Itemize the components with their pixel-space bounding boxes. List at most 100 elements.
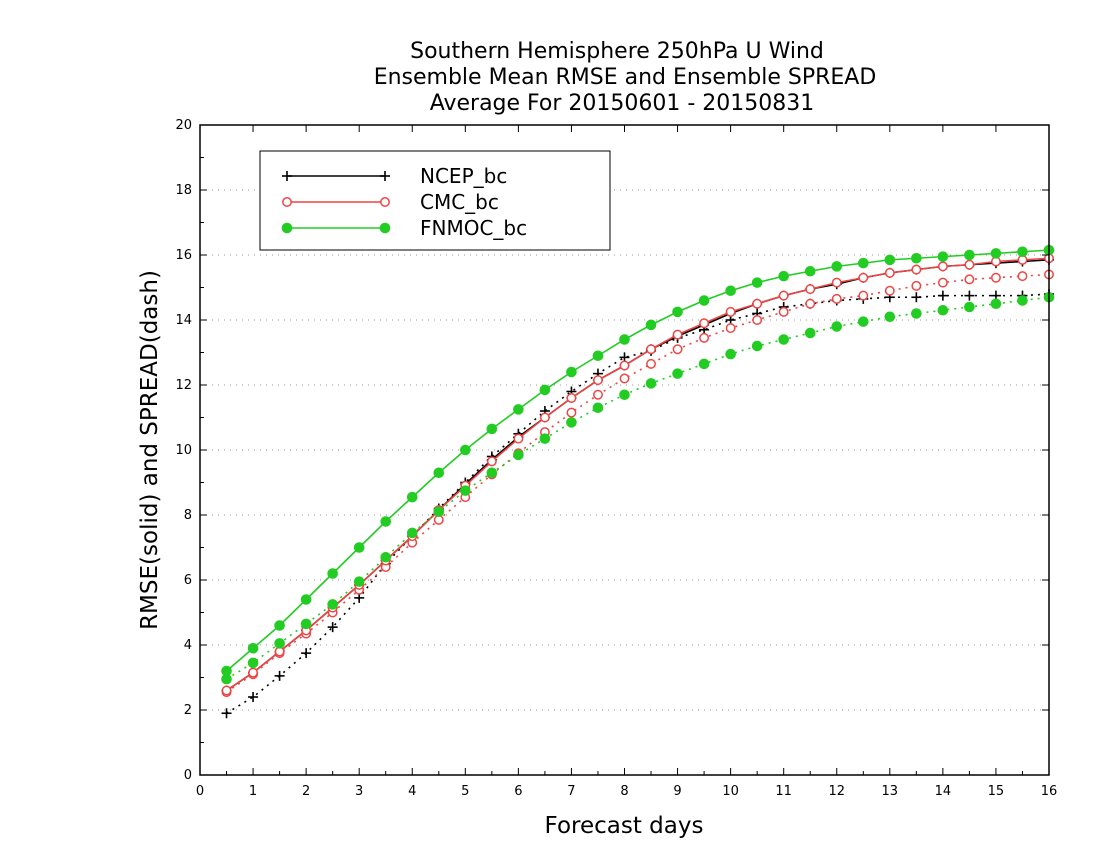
spread-point-cmc-bc — [1017, 271, 1028, 282]
x-tick-label: 13 — [882, 784, 899, 799]
spread-point-fnmoc-bc — [539, 433, 551, 444]
spread-point-fnmoc-bc — [911, 308, 922, 319]
spread-point-cmc-bc — [699, 332, 710, 343]
rmse-point-cmc-bc — [937, 261, 948, 272]
rmse-point-fnmoc-bc — [406, 491, 418, 503]
spread-line-fnmoc-bc — [226, 296, 1050, 680]
rmse-point-cmc-bc — [593, 375, 603, 386]
x-tick-label: 3 — [355, 784, 363, 799]
x-axis-title: Forecast days — [545, 813, 704, 839]
spread-point-fnmoc-bc — [327, 599, 338, 610]
spread-line-cmc-bc — [226, 273, 1050, 693]
rmse-point-cmc-bc — [725, 306, 736, 317]
spread-point-fnmoc-bc — [857, 316, 869, 327]
legend-label: FNMOC_bc — [420, 216, 527, 240]
spread-point-ncep-bc — [327, 622, 338, 633]
rmse-line-ncep-bc — [226, 259, 1050, 692]
rmse-point-cmc-bc — [486, 456, 497, 467]
spread-point-cmc-bc — [990, 272, 1001, 283]
spread-point-cmc-bc — [672, 344, 683, 355]
legend-entry-cmc-bc: CMC_bc — [282, 190, 499, 214]
y-tick-label: 4 — [184, 638, 192, 653]
y-tick-label: 10 — [175, 443, 192, 458]
rmse-point-fnmoc-bc — [990, 248, 1002, 259]
spread-point-fnmoc-bc — [460, 485, 471, 496]
spread-point-fnmoc-bc — [247, 657, 259, 669]
rmse-point-fnmoc-bc — [460, 444, 471, 456]
chart-title-line-3: Average For 20150601 - 20150831 — [430, 91, 815, 116]
rmse-point-fnmoc-bc — [698, 295, 710, 306]
spread-point-ncep-bc — [221, 708, 232, 719]
spread-point-ncep-bc — [911, 292, 922, 303]
legend-marker-end — [380, 171, 390, 181]
spread-point-fnmoc-bc — [380, 551, 392, 563]
chart-title-line-1: Southern Hemisphere 250hPa U Wind — [410, 39, 824, 64]
spread-point-ncep-bc — [248, 692, 259, 702]
y-axis-title: RMSE(solid) and SPREAD(dash) — [137, 270, 163, 630]
rmse-point-fnmoc-bc — [1017, 246, 1028, 258]
series-fnmoc-bc — [221, 244, 1055, 685]
rmse-point-fnmoc-bc — [327, 568, 338, 579]
rmse-point-fnmoc-bc — [751, 277, 763, 288]
rmse-point-fnmoc-bc — [566, 366, 577, 378]
rmse-point-fnmoc-bc — [778, 270, 789, 282]
legend-entry-ncep-bc: NCEP_bc — [282, 164, 507, 188]
spread-point-fnmoc-bc — [300, 618, 312, 630]
y-tick-label: 8 — [184, 508, 192, 523]
spread-point-cmc-bc — [752, 315, 763, 325]
rmse-point-cmc-bc — [699, 318, 710, 329]
legend-box — [259, 150, 611, 251]
rmse-point-fnmoc-bc — [857, 257, 869, 269]
spread-point-fnmoc-bc — [406, 527, 418, 539]
rmse-point-cmc-bc — [778, 290, 789, 301]
spread-point-fnmoc-bc — [619, 389, 630, 401]
x-tick-label: 6 — [514, 784, 522, 799]
rmse-point-fnmoc-bc — [221, 665, 232, 677]
spread-point-fnmoc-bc — [566, 417, 577, 428]
spread-point-fnmoc-bc — [486, 467, 498, 479]
spread-point-ncep-bc — [274, 670, 285, 681]
spread-point-cmc-bc — [937, 277, 948, 288]
rmse-point-cmc-bc — [752, 298, 763, 309]
rmse-point-fnmoc-bc — [672, 306, 683, 318]
x-tick-label: 9 — [673, 784, 681, 799]
rmse-point-cmc-bc — [539, 412, 550, 423]
y-tick-label: 6 — [184, 573, 192, 588]
spread-point-fnmoc-bc — [1017, 295, 1028, 306]
x-tick-label: 15 — [988, 784, 1005, 799]
rmse-point-cmc-bc — [964, 259, 975, 270]
legend-marker-start — [282, 171, 292, 181]
x-tick-label: 8 — [620, 784, 628, 799]
y-tick-label: 18 — [175, 183, 192, 198]
spread-point-ncep-bc — [937, 290, 948, 301]
rmse-line-cmc-bc — [226, 257, 1050, 692]
spread-point-cmc-bc — [593, 389, 603, 400]
spread-point-cmc-bc — [964, 274, 975, 285]
legend-marker-end — [380, 197, 390, 207]
y-tick-label: 12 — [175, 378, 192, 393]
spread-point-fnmoc-bc — [751, 340, 763, 352]
rmse-point-fnmoc-bc — [433, 467, 445, 479]
spread-point-fnmoc-bc — [964, 301, 975, 313]
rmse-point-cmc-bc — [566, 393, 577, 403]
rmse-point-fnmoc-bc — [884, 254, 896, 266]
rmse-point-fnmoc-bc — [353, 542, 365, 553]
spread-point-fnmoc-bc — [433, 506, 445, 518]
spread-point-fnmoc-bc — [513, 449, 524, 461]
spread-line-ncep-bc — [226, 293, 1050, 714]
y-tick-label: 0 — [184, 768, 192, 783]
spread-point-fnmoc-bc — [274, 638, 285, 649]
spread-point-cmc-bc — [884, 285, 895, 296]
rmse-point-fnmoc-bc — [619, 334, 630, 345]
spread-point-fnmoc-bc — [645, 378, 657, 389]
spread-point-fnmoc-bc — [884, 311, 896, 323]
rmse-point-fnmoc-bc — [247, 642, 259, 654]
rmse-point-fnmoc-bc — [486, 423, 498, 435]
spread-point-cmc-bc — [911, 280, 922, 291]
rmse-point-fnmoc-bc — [831, 261, 843, 272]
spread-point-fnmoc-bc — [990, 298, 1002, 310]
legend-marker-start — [282, 197, 292, 207]
rmse-point-cmc-bc — [672, 329, 683, 340]
rmse-point-cmc-bc — [646, 344, 656, 355]
rmse-point-cmc-bc — [248, 667, 259, 678]
